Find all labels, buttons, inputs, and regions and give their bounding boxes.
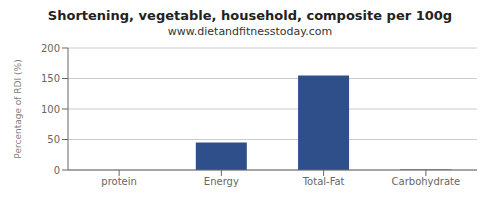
svg-text:Total-Fat: Total-Fat [302,176,345,187]
svg-text:200: 200 [41,43,60,54]
svg-text:100: 100 [41,104,60,115]
html-text:Shortening, vegetable, househo: Shortening, vegetable, household, compos… [47,8,453,23]
svg-text:Carbohydrate: Carbohydrate [392,176,461,187]
svg-text:protein: protein [101,176,137,187]
svg-text:150: 150 [41,73,60,84]
svg-text:Energy: Energy [204,176,239,187]
svg-text:Percentage of RDI (%): Percentage of RDI (%) [13,59,23,158]
svg-text:50: 50 [47,134,60,145]
html-text:www.dietandfitnesstoday.com: www.dietandfitnesstoday.com [167,25,333,38]
svg-text:0: 0 [54,165,60,176]
